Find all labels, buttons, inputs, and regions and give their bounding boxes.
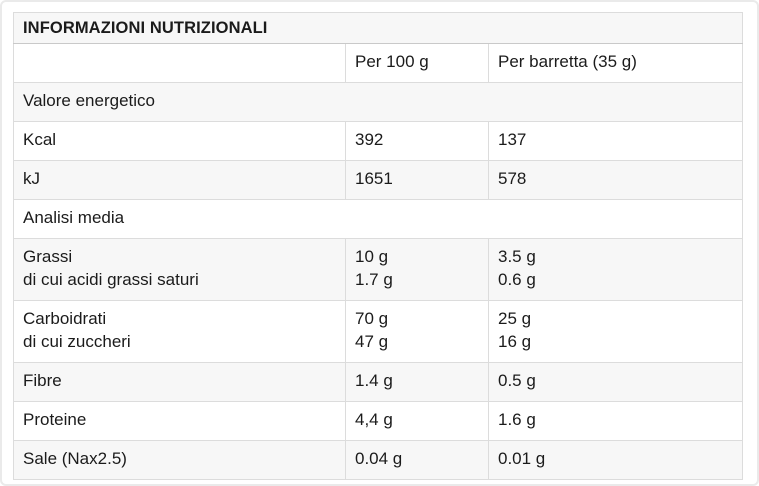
column-header-blank [13,43,346,84]
value-per-barretta: 0.5 g [488,361,743,402]
nutrition-table: INFORMAZIONI NUTRIZIONALI Per 100 g Per b… [13,11,743,480]
value-per-barretta: 3.5 g 0.6 g [488,237,743,301]
nutrient-label: Fibre [13,361,346,402]
nutrient-label: Kcal [13,121,346,162]
section-row: Analisi media [13,199,743,239]
nutrient-label: Grassi di cui acidi grassi saturi [13,237,346,301]
column-header: Per barretta (35 g) [488,43,743,84]
column-header: Per 100 g [345,43,489,84]
value-per-barretta: 25 g 16 g [488,299,743,363]
table-row: Grassi di cui acidi grassi saturi 10 g 1.… [13,237,743,301]
table-title: INFORMAZIONI NUTRIZIONALI [13,11,743,45]
table-row: Carboidrati di cui zuccheri 70 g 47 g 25 g… [13,299,743,363]
section-label: Analisi media [13,199,743,239]
value-per-100g: 1651 [345,160,489,201]
value-per-100g: 70 g 47 g [345,299,489,363]
nutrient-label: Carboidrati di cui zuccheri [13,299,346,363]
section-label: Valore energetico [13,82,743,123]
value-per-100g: 1.4 g [345,361,489,402]
nutrient-label: Sale (Nax2.5) [13,439,346,480]
table-row: Fibre 1.4 g 0.5 g [13,361,743,402]
value-per-barretta: 0.01 g [488,439,743,480]
column-header-row: Per 100 g Per barretta (35 g) [13,43,743,84]
nutrient-label: kJ [13,160,346,201]
table-row: Kcal 392 137 [13,121,743,162]
value-per-barretta: 1.6 g [488,400,743,441]
nutrition-table-body: INFORMAZIONI NUTRIZIONALI Per 100 g Per b… [13,11,743,480]
value-per-100g: 4,4 g [345,400,489,441]
table-row: kJ 1651 578 [13,160,743,201]
value-per-100g: 0.04 g [345,439,489,480]
table-row: Proteine 4,4 g 1.6 g [13,400,743,441]
nutrient-label: Proteine [13,400,346,441]
section-row: Valore energetico [13,82,743,123]
table-row: Sale (Nax2.5) 0.04 g 0.01 g [13,439,743,480]
value-per-barretta: 137 [488,121,743,162]
value-per-100g: 392 [345,121,489,162]
value-per-barretta: 578 [488,160,743,201]
value-per-100g: 10 g 1.7 g [345,237,489,301]
table-title-row: INFORMAZIONI NUTRIZIONALI [13,11,743,45]
